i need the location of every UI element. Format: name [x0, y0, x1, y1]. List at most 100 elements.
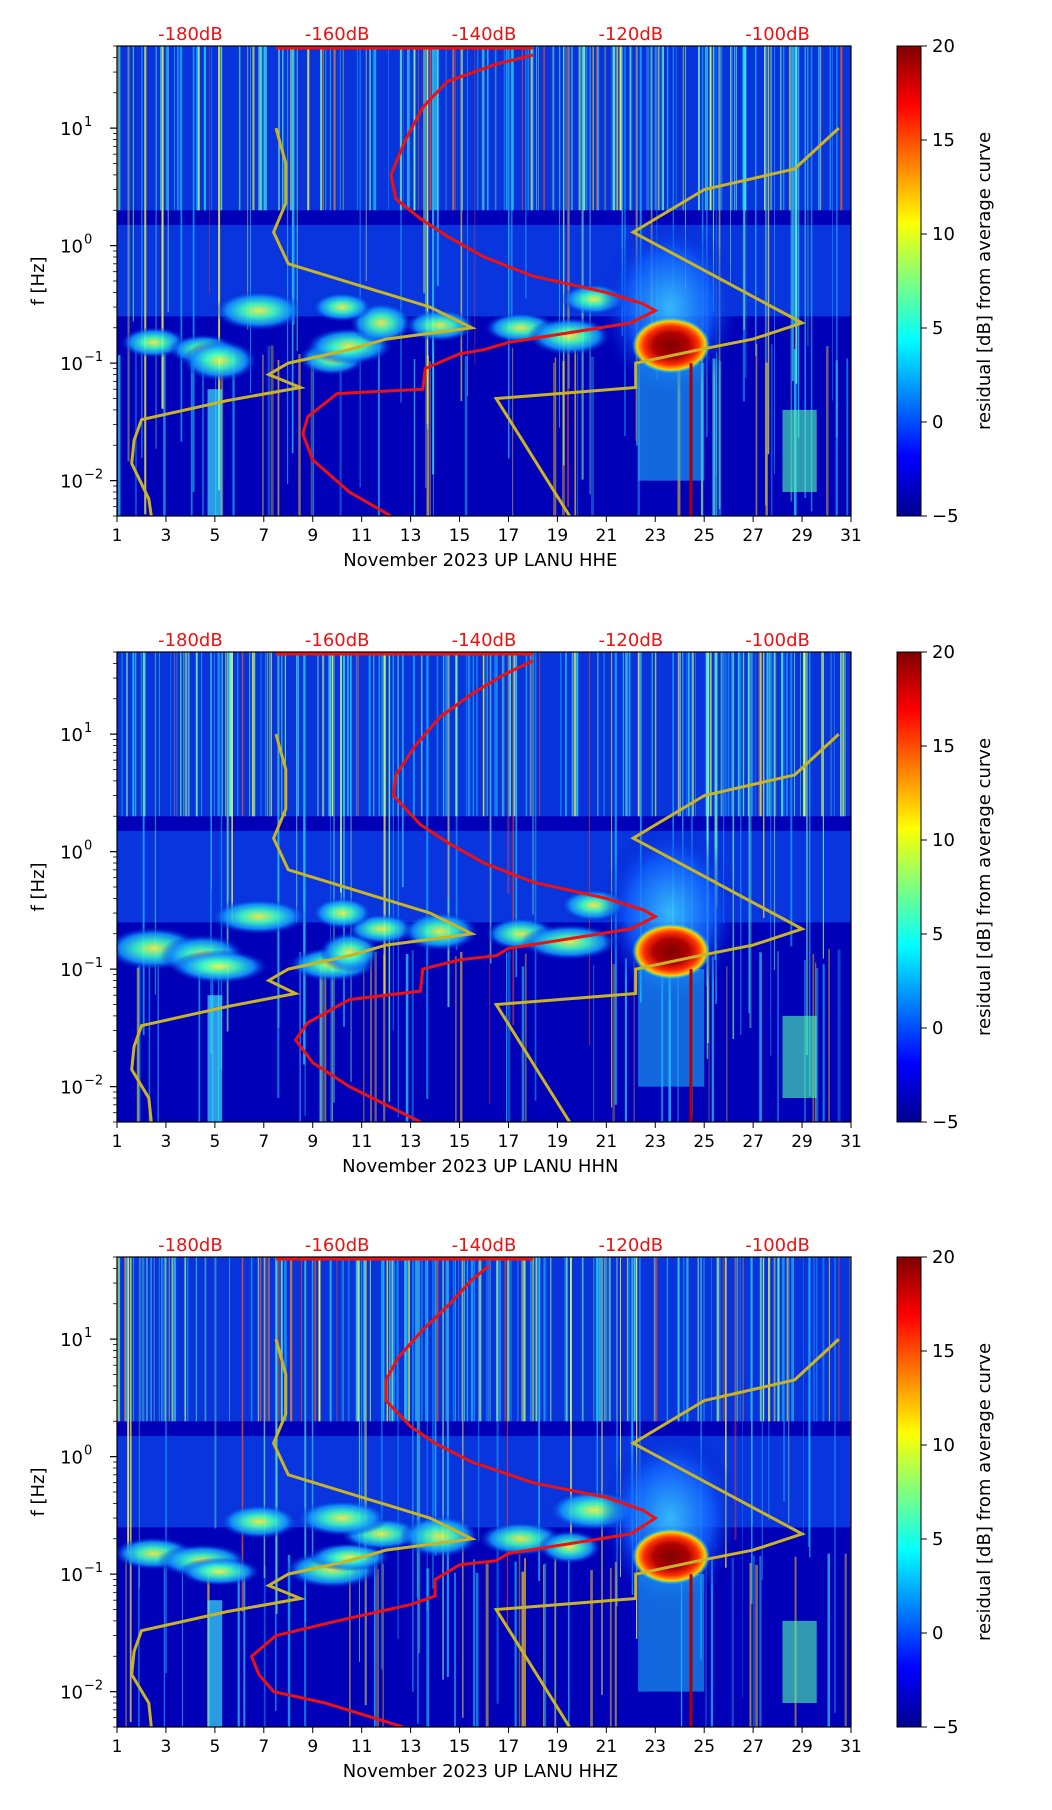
colorbar-tick-label: 5: [932, 318, 943, 339]
top-db-label: -100dB: [745, 1235, 810, 1256]
colorbar-tick-label: −5: [932, 506, 959, 527]
y-tick-label: 10: [60, 472, 83, 493]
y-axis-label: f [Hz]: [28, 256, 49, 305]
y-tick-exponent: 1: [84, 115, 92, 130]
colorbar-label: residual [dB] from average curve: [974, 132, 995, 430]
x-tick-label: 11: [351, 1132, 373, 1152]
x-tick-label: 1: [112, 526, 123, 546]
noise-model-low-curve: [130, 127, 477, 516]
noise-model-high-curve: [493, 1337, 840, 1727]
top-db-label: -180dB: [158, 630, 223, 651]
psd-curve: [301, 53, 659, 516]
y-axis-label: f [Hz]: [28, 862, 49, 911]
x-tick-label: 27: [742, 526, 764, 546]
colorbar: −5 0 5 10 15 20 residual [dB] from average cur…: [896, 36, 995, 527]
y-tick-label: 10: [60, 1683, 83, 1704]
noise-streaks: [121, 652, 846, 1122]
y-tick-exponent: 1: [84, 721, 92, 736]
x-tick-label: 27: [742, 1132, 764, 1152]
colorbar: −5 0 5 10 15 20 residual [dB] from average cur…: [896, 1247, 995, 1738]
top-db-label: -120dB: [598, 630, 663, 651]
y-tick-exponent: 0: [84, 839, 92, 854]
x-tick-label: 23: [644, 526, 666, 546]
x-tick-label: 25: [693, 1737, 715, 1757]
noise-model-high-curve: [493, 126, 840, 516]
hot-spot: [632, 317, 711, 374]
y-tick-label: 10: [60, 119, 83, 140]
hot-spot-tail: [689, 1574, 693, 1727]
x-tick-label: 11: [351, 1737, 373, 1757]
x-tick-label: 15: [449, 1132, 471, 1152]
colorbar-tick-label: 15: [932, 1341, 955, 1362]
x-tick-label: 21: [596, 526, 618, 546]
top-db-label: -180dB: [158, 24, 223, 45]
x-axis-label: November 2023 UP LANU HHZ: [343, 1761, 618, 1782]
top-db-axis: -180dB -160dB -140dB -120dB -100dB: [158, 630, 810, 651]
x-tick-label: 3: [161, 1737, 172, 1757]
colorbar-tick-label: 0: [932, 412, 943, 433]
colorbar-label: residual [dB] from average curve: [974, 1343, 995, 1641]
colorbar-tick-label: −5: [932, 1717, 959, 1738]
x-tick-label: 1: [112, 1132, 123, 1152]
psd-curve: [249, 1264, 659, 1727]
x-axis: 1 3 5 7 9 11 13 15 17 19 21 23 25 27 29 31: [112, 516, 862, 546]
hot-spot-tail: [689, 363, 693, 516]
x-tick-label: 11: [351, 526, 373, 546]
colorbar-gradient: [896, 45, 922, 517]
top-db-label: -160dB: [305, 630, 370, 651]
x-axis-label: November 2023 UP LANU HHN: [342, 1156, 618, 1177]
x-tick-label: 5: [209, 1132, 220, 1152]
x-tick-label: 15: [449, 1737, 471, 1757]
colorbar-tick-label: 0: [932, 1623, 943, 1644]
x-tick-label: 3: [161, 1132, 172, 1152]
top-db-label: -100dB: [745, 630, 810, 651]
y-tick-exponent: −2: [84, 1679, 103, 1694]
colorbar-tick-label: 15: [932, 130, 955, 151]
x-tick-label: 15: [449, 526, 471, 546]
top-db-label: -100dB: [745, 24, 810, 45]
x-tick-label: 31: [840, 1737, 862, 1757]
top-db-axis: -180dB -160dB -140dB -120dB -100dB: [158, 24, 810, 45]
x-tick-label: 9: [307, 1132, 318, 1152]
y-tick-label: 10: [60, 1078, 83, 1099]
top-db-label: -120dB: [598, 1235, 663, 1256]
microseism-blobs: [117, 823, 817, 1122]
psd-curve: [293, 659, 659, 1122]
x-tick-label: 27: [742, 1737, 764, 1757]
top-db-label: -140dB: [452, 1235, 517, 1256]
x-tick-label: 25: [693, 526, 715, 546]
x-tick-label: 21: [596, 1132, 618, 1152]
y-tick-exponent: −2: [84, 468, 103, 483]
y-tick-exponent: −1: [84, 1561, 103, 1576]
x-tick-label: 1: [112, 1737, 123, 1757]
plot-area: [117, 652, 851, 1122]
x-tick-label: 17: [498, 1132, 520, 1152]
noise-model-high-curve: [493, 732, 840, 1122]
colorbar-tick-label: 20: [932, 36, 955, 57]
colorbar: −5 0 5 10 15 20 residual [dB] from average cur…: [896, 642, 995, 1133]
x-tick-label: 5: [209, 526, 220, 546]
plot-area: [117, 46, 851, 516]
hot-spot-tail: [689, 969, 693, 1122]
top-db-label: -140dB: [452, 24, 517, 45]
colorbar-tick-label: 10: [932, 830, 955, 851]
noise-model-low-curve: [130, 1338, 477, 1727]
y-tick-label: 10: [60, 1448, 83, 1469]
x-tick-label: 13: [400, 526, 422, 546]
x-tick-label: 31: [840, 1132, 862, 1152]
plot-area: [117, 1257, 851, 1727]
top-db-label: -160dB: [305, 1235, 370, 1256]
x-tick-label: 3: [161, 526, 172, 546]
y-tick-exponent: −1: [84, 350, 103, 365]
y-tick-label: 10: [60, 1565, 83, 1586]
x-tick-label: 23: [644, 1132, 666, 1152]
colorbar-tick-label: 5: [932, 1529, 943, 1550]
y-axis-label: f [Hz]: [28, 1467, 49, 1516]
y-tick-exponent: −2: [84, 1074, 103, 1089]
noise-streaks: [117, 46, 849, 516]
x-tick-label: 9: [307, 526, 318, 546]
